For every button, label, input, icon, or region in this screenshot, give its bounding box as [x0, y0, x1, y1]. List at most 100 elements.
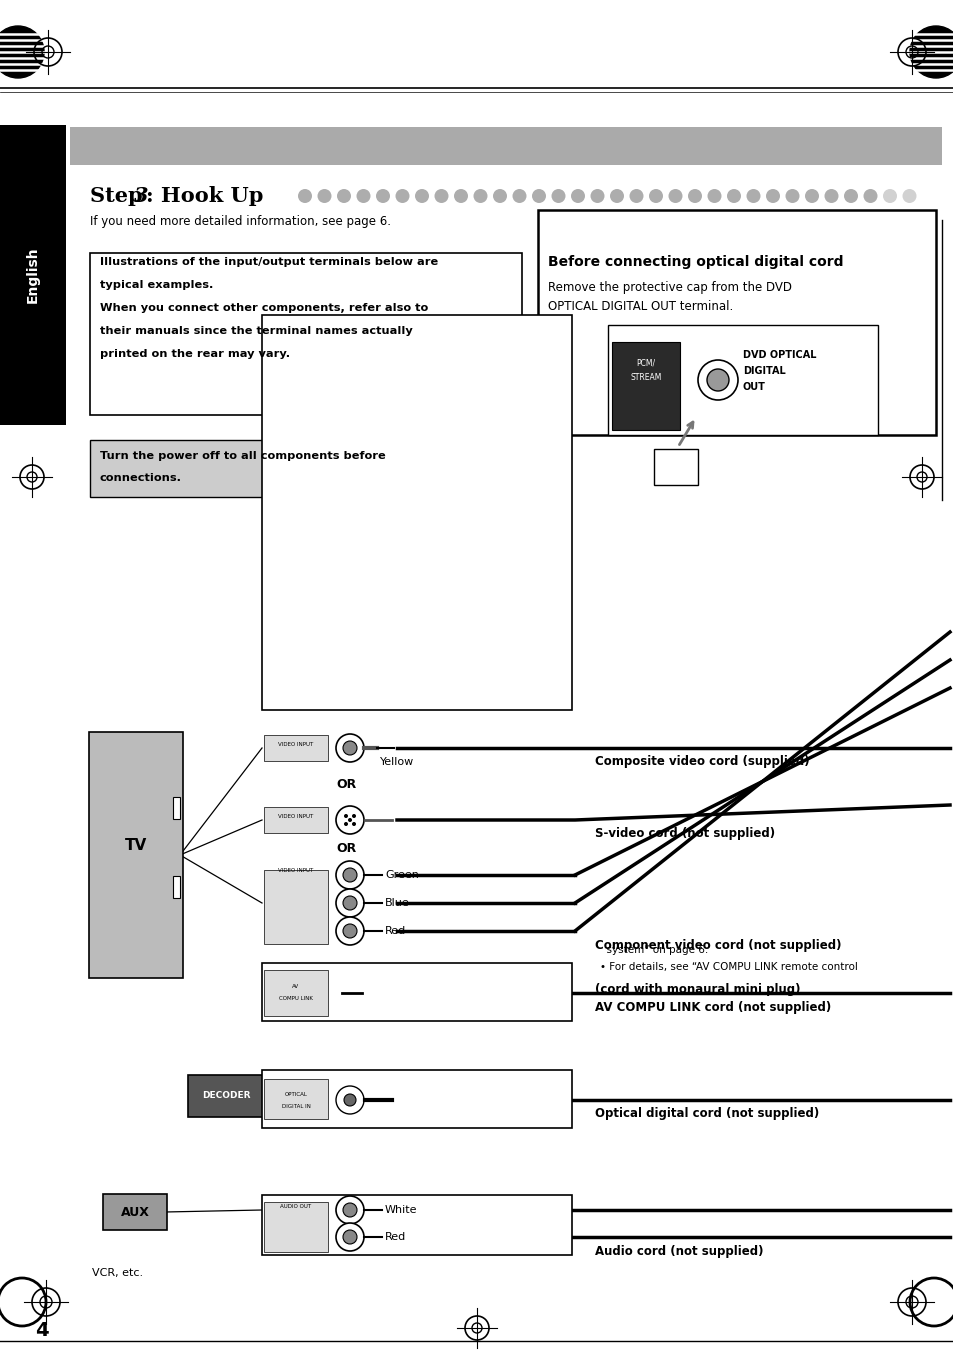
- Circle shape: [335, 734, 364, 762]
- Circle shape: [343, 867, 356, 882]
- Text: COMPU LINK: COMPU LINK: [279, 997, 313, 1001]
- Circle shape: [687, 189, 701, 203]
- Text: English: English: [26, 247, 40, 304]
- Text: Blue: Blue: [385, 898, 410, 908]
- Circle shape: [343, 924, 356, 938]
- Circle shape: [344, 821, 348, 825]
- FancyBboxPatch shape: [264, 735, 328, 761]
- Text: Optical digital cord (not supplied): Optical digital cord (not supplied): [595, 1108, 819, 1120]
- Circle shape: [343, 896, 356, 911]
- Text: : Hook Up: : Hook Up: [146, 186, 263, 205]
- Circle shape: [512, 189, 526, 203]
- Circle shape: [493, 189, 506, 203]
- Circle shape: [335, 1223, 364, 1251]
- FancyBboxPatch shape: [262, 1070, 572, 1128]
- Text: 4: 4: [35, 1320, 49, 1339]
- Circle shape: [902, 189, 916, 203]
- Circle shape: [648, 189, 662, 203]
- Circle shape: [745, 189, 760, 203]
- Circle shape: [335, 861, 364, 889]
- Circle shape: [344, 815, 348, 817]
- Text: DIGITAL: DIGITAL: [742, 366, 785, 376]
- Text: 3: 3: [133, 186, 149, 205]
- Circle shape: [726, 189, 740, 203]
- Text: Before connecting optical digital cord: Before connecting optical digital cord: [547, 255, 842, 269]
- Circle shape: [823, 189, 838, 203]
- Text: If you need more detailed information, see page 6.: If you need more detailed information, s…: [90, 216, 391, 228]
- Text: system” on page 6.: system” on page 6.: [599, 944, 707, 955]
- Text: Illustrations of the input/output terminals below are: Illustrations of the input/output termin…: [100, 257, 437, 267]
- Circle shape: [804, 189, 818, 203]
- FancyBboxPatch shape: [264, 870, 328, 944]
- Circle shape: [668, 189, 681, 203]
- FancyBboxPatch shape: [612, 342, 679, 430]
- Text: S-video cord (not supplied): S-video cord (not supplied): [595, 828, 774, 840]
- Text: DIGITAL IN: DIGITAL IN: [281, 1104, 310, 1109]
- Circle shape: [590, 189, 604, 203]
- Text: When you connect other components, refer also to: When you connect other components, refer…: [100, 303, 428, 313]
- Circle shape: [843, 189, 857, 203]
- Circle shape: [571, 189, 584, 203]
- Text: OR: OR: [336, 842, 356, 854]
- Text: • For details, see “AV COMPU LINK remote control: • For details, see “AV COMPU LINK remote…: [599, 962, 857, 971]
- FancyBboxPatch shape: [70, 127, 941, 165]
- Circle shape: [375, 189, 390, 203]
- FancyBboxPatch shape: [262, 963, 572, 1021]
- Circle shape: [909, 26, 953, 78]
- Circle shape: [335, 1086, 364, 1115]
- Text: Turn the power off to all components before: Turn the power off to all components bef…: [100, 451, 385, 461]
- Circle shape: [395, 189, 409, 203]
- Circle shape: [356, 189, 370, 203]
- FancyBboxPatch shape: [90, 253, 521, 415]
- FancyBboxPatch shape: [89, 732, 183, 978]
- Circle shape: [352, 815, 355, 817]
- Circle shape: [348, 817, 352, 821]
- FancyBboxPatch shape: [262, 1196, 572, 1255]
- Circle shape: [609, 189, 623, 203]
- Text: VIDEO INPUT: VIDEO INPUT: [278, 869, 314, 874]
- FancyBboxPatch shape: [262, 315, 572, 711]
- Circle shape: [343, 740, 356, 755]
- Text: TV: TV: [125, 838, 147, 852]
- Circle shape: [698, 359, 738, 400]
- Text: Composite video cord (supplied): Composite video cord (supplied): [595, 755, 809, 769]
- FancyBboxPatch shape: [264, 970, 328, 1016]
- Circle shape: [706, 369, 728, 390]
- Text: Yellow: Yellow: [379, 757, 414, 767]
- Circle shape: [343, 1202, 356, 1217]
- FancyBboxPatch shape: [537, 209, 935, 435]
- Circle shape: [784, 189, 799, 203]
- Text: (cord with monaural mini plug): (cord with monaural mini plug): [595, 982, 800, 996]
- Circle shape: [532, 189, 545, 203]
- Circle shape: [297, 189, 312, 203]
- Circle shape: [454, 189, 468, 203]
- FancyBboxPatch shape: [172, 877, 180, 898]
- Circle shape: [343, 1229, 356, 1244]
- FancyBboxPatch shape: [90, 440, 521, 497]
- Text: VIDEO INPUT: VIDEO INPUT: [278, 742, 314, 747]
- Text: AV COMPU LINK cord (not supplied): AV COMPU LINK cord (not supplied): [595, 1001, 830, 1013]
- Circle shape: [352, 821, 355, 825]
- Text: Step: Step: [90, 186, 150, 205]
- Text: AV: AV: [293, 985, 299, 989]
- Text: VIDEO INPUT: VIDEO INPUT: [278, 813, 314, 819]
- Text: Component video cord (not supplied): Component video cord (not supplied): [595, 939, 841, 951]
- Text: White: White: [385, 1205, 417, 1215]
- FancyBboxPatch shape: [103, 1194, 167, 1229]
- Circle shape: [629, 189, 643, 203]
- FancyBboxPatch shape: [188, 1075, 264, 1117]
- Text: Green: Green: [385, 870, 418, 880]
- Text: OUT: OUT: [742, 382, 765, 392]
- Circle shape: [707, 189, 720, 203]
- Text: connections.: connections.: [100, 473, 182, 484]
- Circle shape: [765, 189, 780, 203]
- Circle shape: [415, 189, 429, 203]
- Circle shape: [344, 1094, 355, 1106]
- FancyBboxPatch shape: [264, 1202, 328, 1252]
- Text: typical examples.: typical examples.: [100, 280, 213, 290]
- Circle shape: [317, 189, 331, 203]
- Circle shape: [336, 189, 351, 203]
- Text: Remove the protective cap from the DVD: Remove the protective cap from the DVD: [547, 281, 791, 295]
- Text: printed on the rear may vary.: printed on the rear may vary.: [100, 349, 290, 359]
- Circle shape: [473, 189, 487, 203]
